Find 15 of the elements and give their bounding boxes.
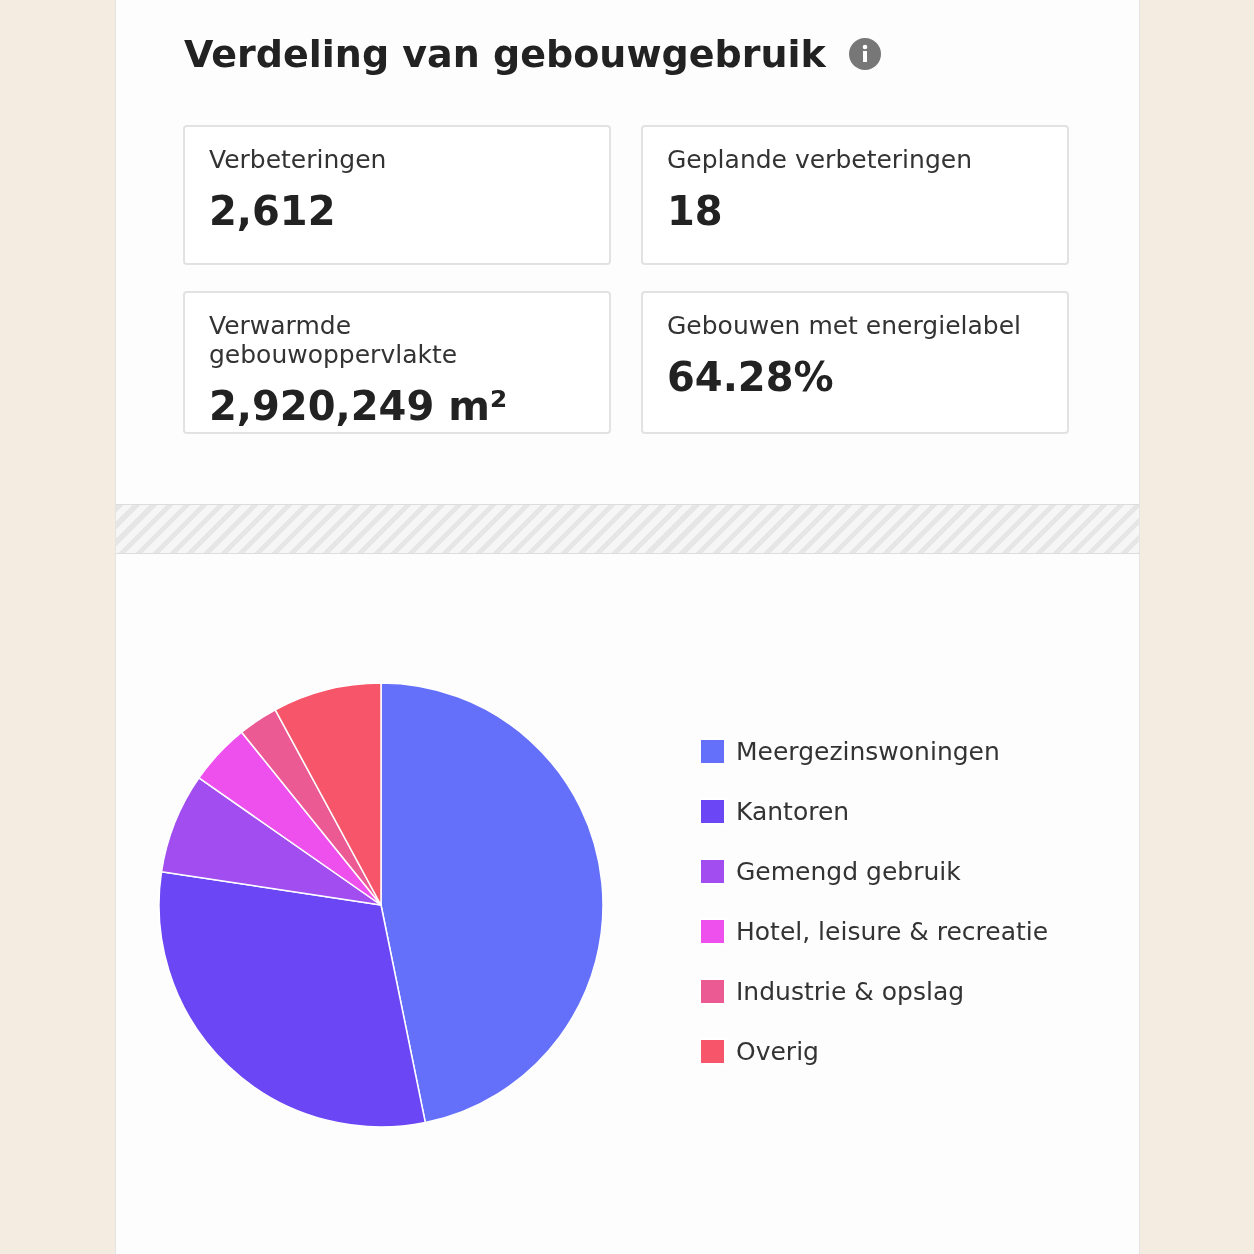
text: Geplande verbeteringen bbox=[667, 145, 973, 174]
legend-label: Overig bbox=[736, 1037, 819, 1066]
text: 18 bbox=[667, 188, 724, 234]
legend-label: Industrie & opslag bbox=[736, 977, 965, 1006]
text: 64.28% bbox=[667, 354, 835, 400]
text: 2,920,249 m² bbox=[209, 383, 509, 429]
text: Verbeteringen bbox=[209, 145, 388, 174]
legend-label: Gemengd gebruik bbox=[736, 857, 962, 886]
text: Gebouwen met energielabel bbox=[667, 311, 1022, 340]
legend-label: Meergezinswoningen bbox=[736, 737, 1000, 766]
text: Verwarmde gebouwoppervlakte bbox=[209, 311, 459, 369]
text: Verdeling van gebouwgebruik bbox=[184, 32, 827, 76]
legend-label: Kantoren bbox=[736, 797, 850, 826]
text: 2,612 bbox=[209, 188, 337, 234]
legend-label: Hotel, leisure & recreatie bbox=[736, 917, 1049, 946]
